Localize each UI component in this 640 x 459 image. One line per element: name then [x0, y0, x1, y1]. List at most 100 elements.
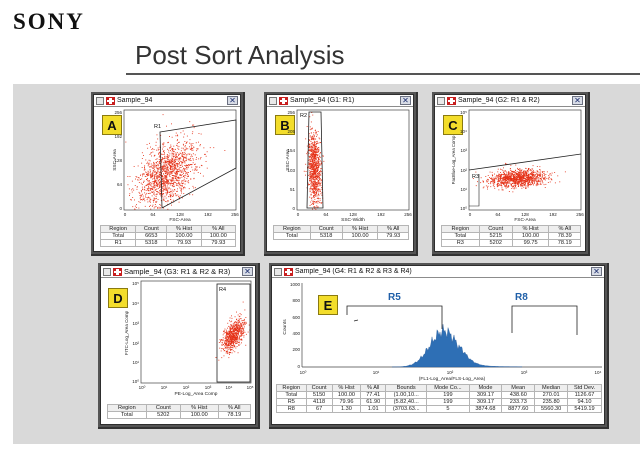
scatter-point	[512, 178, 514, 180]
scatter-point	[310, 173, 312, 175]
scatter-point	[310, 141, 312, 142]
scatter-point	[231, 331, 233, 333]
scatter-point	[166, 157, 168, 159]
scatter-point	[181, 156, 183, 158]
scatter-point	[312, 185, 314, 187]
histogram-plot-e[interactable]: 1000 800 600 400 200 0 10⁰ 10¹ 10² 10³ 1…	[272, 279, 605, 383]
cell: 5215	[478, 232, 513, 240]
window-a[interactable]: Sample_94 ✕ A R1 256 192 128 64 0 0 64 1…	[93, 94, 241, 252]
scatter-point	[224, 340, 226, 342]
scatter-point	[232, 328, 234, 330]
scatter-point	[155, 189, 157, 190]
scatter-point	[161, 166, 163, 167]
scatter-point	[310, 194, 312, 196]
col-region: Region	[273, 225, 311, 233]
scatter-point	[308, 184, 310, 186]
scatter-point	[315, 189, 316, 191]
scatter-point	[496, 184, 498, 186]
scatter-point	[162, 199, 164, 201]
scatter-point	[182, 130, 184, 132]
window-d[interactable]: Sample_94 (G3: R1 & R2 & R3) ✕ D R4 10⁵ …	[100, 265, 256, 425]
scatter-point	[310, 150, 312, 152]
scatter-point	[525, 171, 527, 173]
scatter-point	[240, 318, 242, 319]
scatter-point	[169, 160, 170, 162]
scatter-point	[523, 183, 525, 185]
scatter-point	[156, 193, 158, 195]
scatter-point	[313, 134, 315, 136]
scatter-plot-c[interactable]: R3 10⁵ 10⁴ 10³ 10² 10¹ 10⁰ 0 64 128 192 …	[435, 108, 586, 223]
scatter-plot-b[interactable]: R2 256 205 154 103 51 0 0 64 128 192 256…	[267, 108, 414, 223]
scatter-point	[515, 179, 517, 181]
scatter-point	[313, 139, 315, 141]
window-b-titlebar[interactable]: Sample_94 (G1: R1) ✕	[267, 95, 413, 107]
scatter-point	[311, 163, 312, 165]
close-icon[interactable]: ✕	[400, 96, 411, 105]
scatter-point	[232, 345, 234, 346]
scatter-point	[160, 193, 162, 195]
scatter-point	[175, 176, 176, 178]
scatter-point	[522, 185, 524, 186]
scatter-point	[162, 151, 164, 152]
scatter-point	[522, 180, 524, 181]
scatter-point	[521, 169, 523, 171]
scatter-point	[183, 175, 185, 177]
window-a-titlebar[interactable]: Sample_94 ✕	[94, 95, 240, 107]
scatter-point	[167, 208, 169, 210]
gate-r3-lower	[469, 174, 480, 207]
scatter-point	[315, 165, 316, 167]
scatter-point	[239, 320, 241, 322]
window-e-titlebar[interactable]: Sample_94 (G4: R1 & R2 & R3 & R4) ✕	[272, 266, 604, 278]
scatter-point	[314, 191, 316, 192]
scatter-point	[165, 164, 167, 165]
close-icon[interactable]: ✕	[591, 267, 602, 276]
scatter-point	[180, 167, 182, 168]
close-icon[interactable]: ✕	[242, 267, 253, 276]
scatter-point	[237, 321, 239, 323]
scatter-point	[492, 181, 494, 183]
scatter-point	[225, 329, 227, 331]
scatter-point	[309, 191, 311, 193]
scatter-point	[510, 175, 512, 177]
col-hist: % Hist	[166, 225, 202, 233]
window-e[interactable]: Sample_94 (G4: R1 & R2 & R3 & R4) ✕ E R5…	[271, 265, 605, 425]
scatter-point	[147, 170, 149, 172]
scatter-point	[541, 173, 543, 175]
col-hist: % Hist	[511, 225, 550, 233]
scatter-plot-d[interactable]: R4 10⁵ 10⁴ 10³ 10² 10¹ 10⁰ 10⁰ 10¹ 10² 1…	[101, 279, 256, 397]
scatter-point	[503, 174, 505, 175]
scatter-point	[240, 314, 242, 316]
scatter-point	[319, 165, 321, 166]
scatter-point	[309, 156, 311, 157]
window-d-titlebar[interactable]: Sample_94 (G3: R1 & R2 & R3) ✕	[101, 266, 255, 278]
window-b[interactable]: Sample_94 (G1: R1) ✕ B R2 256 205 154 10…	[266, 94, 414, 252]
scatter-point	[174, 193, 176, 194]
scatter-point	[231, 347, 233, 348]
scatter-point	[242, 320, 244, 322]
y-ticks-d: 10⁵ 10⁴ 10³ 10² 10¹ 10⁰	[132, 281, 139, 384]
scatter-point	[227, 347, 229, 349]
scatter-point	[490, 181, 492, 182]
close-icon[interactable]: ✕	[227, 96, 238, 105]
scatter-point	[150, 177, 152, 179]
scatter-point	[315, 175, 317, 177]
scatter-point	[540, 178, 542, 180]
scatter-point	[313, 177, 315, 179]
scatter-point	[183, 193, 185, 194]
scatter-point	[493, 183, 495, 185]
window-c-titlebar[interactable]: Sample_94 (G2: R1 & R2) ✕	[435, 95, 585, 107]
scatter-point	[498, 182, 500, 184]
scatter-point	[141, 191, 142, 193]
scatter-point	[533, 179, 535, 181]
scatter-point	[240, 325, 242, 327]
scatter-point	[155, 205, 157, 207]
scatter-point	[523, 172, 525, 174]
scatter-point	[319, 172, 321, 174]
scatter-point	[241, 333, 243, 334]
window-c[interactable]: Sample_94 (G2: R1 & R2) ✕ C R3 10⁵ 10⁴ 1…	[434, 94, 586, 252]
scatter-point	[159, 178, 160, 180]
scatter-point	[491, 180, 493, 182]
scatter-point	[314, 147, 316, 149]
close-icon[interactable]: ✕	[572, 96, 583, 105]
scatter-plot-a[interactable]: R1 256 192 128 64 0 0 64 128 192 256 FSC…	[94, 108, 241, 223]
